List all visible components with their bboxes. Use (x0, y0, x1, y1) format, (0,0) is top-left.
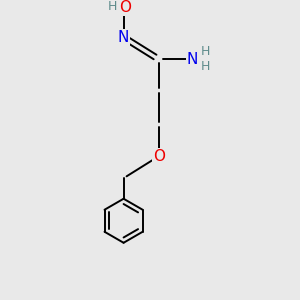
Text: O: O (119, 1, 131, 16)
Text: O: O (153, 149, 165, 164)
Text: H: H (201, 46, 211, 59)
Text: H: H (201, 60, 211, 73)
Text: H: H (108, 0, 117, 13)
Text: N: N (118, 30, 129, 45)
Text: N: N (187, 52, 198, 67)
